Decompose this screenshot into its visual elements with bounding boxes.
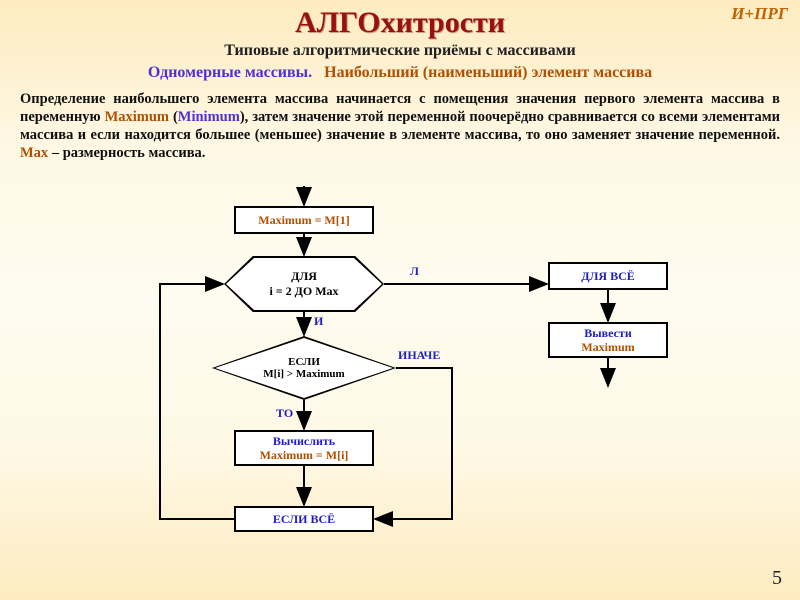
subtitle-1: Типовые алгоритмические приёмы с массива… (0, 42, 800, 60)
out-kw: Вывести (584, 326, 631, 340)
node-output: Вывести Maximum (548, 322, 668, 358)
label-to: ТО (276, 406, 293, 421)
calc-expr: Maximum = M[i] (260, 448, 349, 462)
title-text: АЛГОхитрости (0, 6, 800, 40)
label-else: ИНАЧЕ (398, 348, 440, 363)
desc-p4: – размерность массива. (48, 145, 205, 161)
label-I: И (314, 314, 323, 329)
if-kw: ЕСЛИ (288, 356, 320, 368)
page-number: 5 (772, 567, 782, 590)
for-kw: ДЛЯ (291, 269, 317, 284)
node-endfor: ДЛЯ ВСЁ (548, 262, 668, 290)
kw-maximum: Maximum (105, 109, 169, 125)
subtitle-2b: Наибольший (наименьший) элемент массива (324, 64, 652, 81)
flowchart-canvas: Maximum = M[1] ДЛЯ i = 2 ДО Max ЕСЛИ M[i… (0, 186, 800, 586)
desc-p2: ( (169, 109, 178, 125)
endfor-text: ДЛЯ ВСЁ (581, 269, 635, 283)
if-cond: M[i] > Maximum (263, 368, 344, 380)
subtitle-2: Одномерные массивы. Наибольший (наименьш… (0, 64, 800, 82)
out-var: Maximum (581, 340, 634, 354)
label-L: Л (410, 264, 419, 279)
for-cond: i = 2 ДО Max (269, 284, 338, 299)
flowchart-arrows (0, 186, 800, 586)
description: Определение наибольшего элемента массива… (20, 90, 780, 163)
subtitle-2a: Одномерные массивы. (148, 64, 312, 81)
header-tag: И+ПРГ (731, 4, 788, 24)
node-calc: Вычислить Maximum = M[i] (234, 430, 374, 466)
kw-max: Max (20, 145, 48, 161)
init-text: Maximum = M[1] (258, 213, 349, 227)
node-init: Maximum = M[1] (234, 206, 374, 234)
page-title: АЛГОхитрости (0, 0, 800, 40)
node-endif: ЕСЛИ ВСЁ (234, 506, 374, 532)
calc-kw: Вычислить (273, 434, 335, 448)
node-for: ДЛЯ i = 2 ДО Max (226, 258, 382, 310)
endif-text: ЕСЛИ ВСЁ (273, 512, 335, 526)
kw-minimum: Minimum (178, 109, 240, 125)
